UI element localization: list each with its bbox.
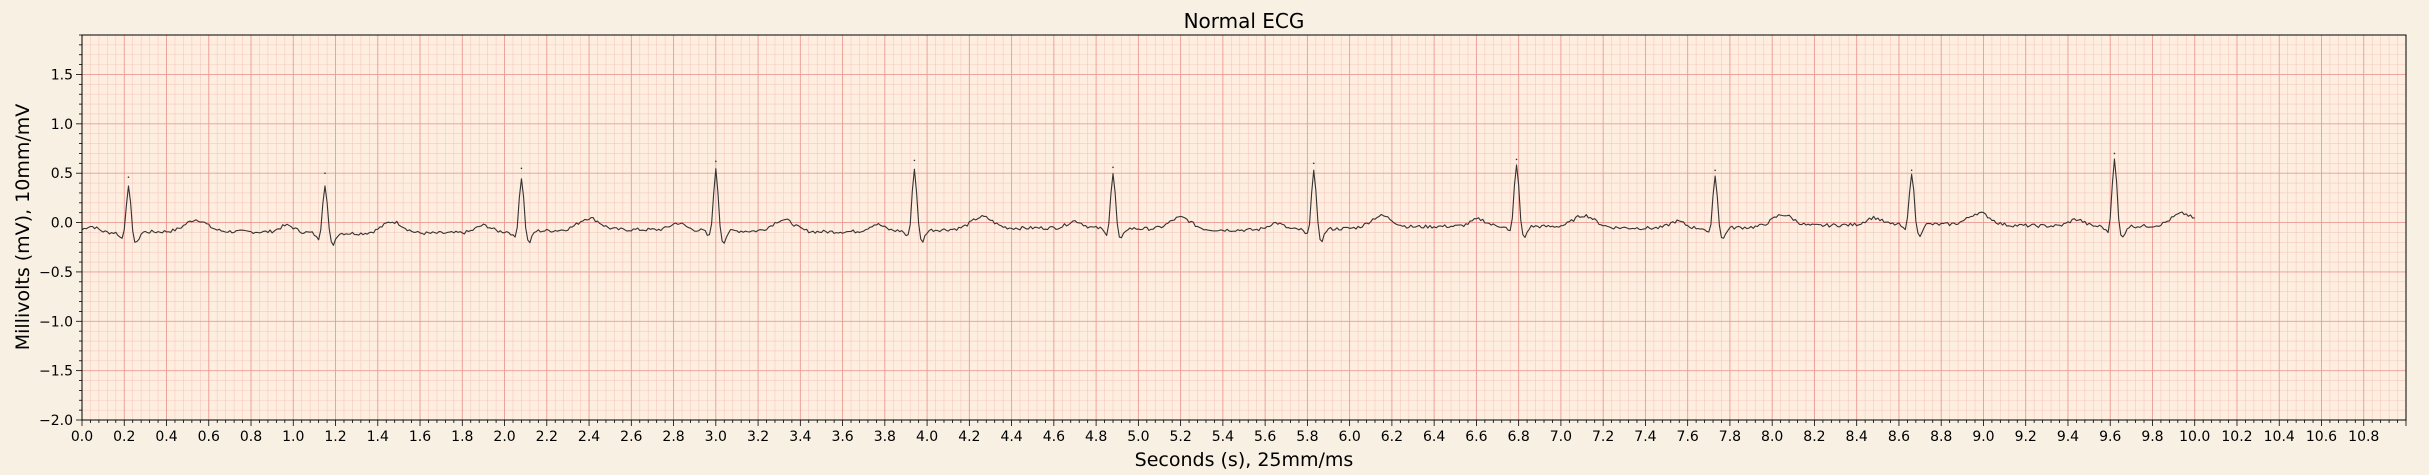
x-tick-label: 10.0 — [2179, 429, 2210, 445]
x-tick-label: 4.2 — [958, 429, 980, 445]
x-tick-label: 3.4 — [789, 429, 811, 445]
x-tick-label: 10.6 — [2306, 429, 2337, 445]
x-tick-label: 10.8 — [2348, 429, 2379, 445]
r-peaks — [127, 152, 2116, 178]
r-peak-point — [1910, 169, 1913, 172]
x-tick-label: 6.0 — [1339, 429, 1361, 445]
r-peak-point — [2113, 152, 2116, 155]
x-tick-label: 2.0 — [493, 429, 515, 445]
x-tick-label: 8.4 — [1846, 429, 1868, 445]
y-tick-label: −1.0 — [39, 314, 73, 330]
x-tick-label: 9.6 — [2099, 429, 2121, 445]
x-tick-label: 7.4 — [1634, 429, 1656, 445]
x-tick-label: 8.8 — [1930, 429, 1952, 445]
x-tick-label: 1.2 — [324, 429, 346, 445]
x-tick-label: 5.4 — [1212, 429, 1234, 445]
x-tick-label: 1.0 — [282, 429, 304, 445]
x-tick-label: 6.6 — [1465, 429, 1487, 445]
x-tick-label: 9.8 — [2141, 429, 2163, 445]
x-tick-label: 1.8 — [451, 429, 473, 445]
x-tick-label: 6.8 — [1508, 429, 1530, 445]
x-tick-label: 2.2 — [536, 429, 558, 445]
y-tick-label: 0.5 — [51, 166, 73, 182]
y-axis-ticks: 1.5 1.0 0.5 0.0 −0.5 −1.0 −1.5 −2.0 — [39, 34, 82, 429]
x-tick-label: 0.8 — [240, 429, 262, 445]
x-tick-label: 0.6 — [198, 429, 220, 445]
r-peak-point — [324, 172, 326, 175]
x-tick-label: 4.6 — [1043, 429, 1065, 445]
y-tick-label: 0.0 — [51, 216, 73, 232]
x-tick-label: 0.0 — [71, 429, 93, 445]
x-tick-label: 5.2 — [1169, 429, 1191, 445]
x-tick-label: 0.4 — [155, 429, 177, 445]
y-tick-label: −2.0 — [39, 413, 73, 429]
x-tick-label: 7.6 — [1677, 429, 1699, 445]
y-tick-label: −0.5 — [39, 265, 73, 281]
x-tick-label: 2.6 — [620, 429, 642, 445]
chart-title: Normal ECG — [1184, 9, 1305, 33]
x-tick-label: 3.0 — [705, 429, 727, 445]
x-tick-label: 4.4 — [1000, 429, 1022, 445]
r-peak-point — [127, 176, 130, 178]
r-peak-point — [715, 160, 717, 163]
r-peak-point — [1112, 166, 1114, 169]
x-tick-label: 8.6 — [1888, 429, 1910, 445]
y-tick-label: 1.5 — [51, 67, 73, 83]
x-tick-label: 3.8 — [874, 429, 896, 445]
x-tick-label: 1.4 — [367, 429, 389, 445]
ecg-trace-line — [81, 158, 2195, 246]
r-peak-point — [1714, 169, 1716, 172]
x-tick-label: 3.2 — [747, 429, 769, 445]
y-axis-label: Millivolts (mV), 10mm/mV — [12, 104, 34, 351]
y-tick-label: 1.0 — [51, 117, 73, 133]
x-tick-label: 4.0 — [916, 429, 938, 445]
x-tick-label: 6.2 — [1381, 429, 1403, 445]
x-tick-label: 9.4 — [2057, 429, 2079, 445]
x-tick-label: 7.0 — [1550, 429, 1572, 445]
x-tick-label: 10.4 — [2264, 429, 2295, 445]
y-tick-label: −1.5 — [39, 364, 73, 380]
x-tick-label: 8.2 — [1803, 429, 1825, 445]
plot-area — [82, 35, 2406, 420]
r-peak-point — [1312, 162, 1315, 165]
x-tick-label: 7.2 — [1592, 429, 1614, 445]
x-tick-label: 10.2 — [2221, 429, 2252, 445]
x-tick-label: 3.6 — [831, 429, 853, 445]
x-tick-label: 8.0 — [1761, 429, 1783, 445]
x-tick-label: 9.2 — [2015, 429, 2037, 445]
x-tick-label: 4.8 — [1085, 429, 1107, 445]
x-tick-label: 0.2 — [113, 429, 135, 445]
x-tick-label: 5.8 — [1296, 429, 1318, 445]
x-tick-label: 6.4 — [1423, 429, 1445, 445]
x-tick-label: 9.0 — [1972, 429, 1994, 445]
x-tick-label: 2.4 — [578, 429, 600, 445]
r-peak-point — [520, 167, 523, 170]
x-tick-label: 2.8 — [662, 429, 684, 445]
x-axis-label: Seconds (s), 25mm/ms — [1135, 449, 1354, 471]
x-tick-label: 7.8 — [1719, 429, 1741, 445]
x-tick-label: 5.6 — [1254, 429, 1276, 445]
x-tick-label: 1.6 — [409, 429, 431, 445]
r-peak-point — [1515, 158, 1518, 161]
r-peak-point — [913, 159, 916, 162]
plot-frame — [81, 34, 2407, 421]
minor-grid — [82, 34, 2406, 420]
x-tick-label: 5.0 — [1127, 429, 1149, 445]
